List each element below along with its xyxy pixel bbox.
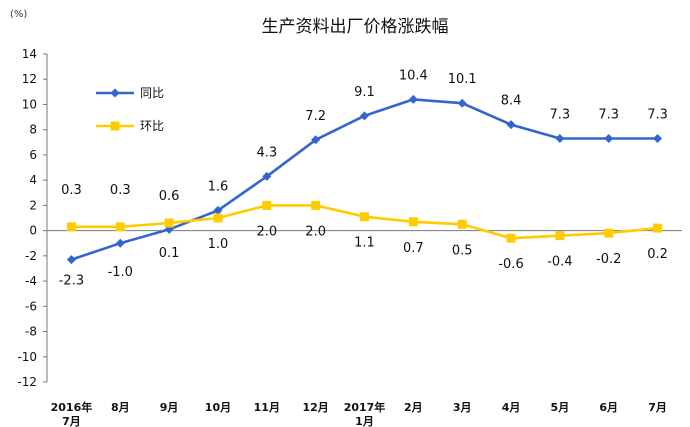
data-label: 0.2	[647, 247, 668, 262]
data-point	[555, 134, 565, 144]
y-tick-label: 2	[29, 198, 37, 212]
legend-label: 环比	[140, 119, 164, 133]
data-label: 4.3	[256, 145, 277, 160]
data-label: 8.4	[501, 94, 522, 109]
legend-marker	[110, 121, 120, 131]
data-label: 0.6	[159, 189, 180, 204]
x-tick-label: 2016年	[51, 400, 93, 414]
data-point	[408, 217, 418, 227]
data-point	[262, 171, 272, 181]
data-point	[653, 134, 663, 144]
x-tick-label: 10月	[205, 401, 231, 414]
y-tick-label: -2	[25, 249, 37, 263]
data-label: 0.5	[452, 243, 473, 258]
data-label: 0.3	[61, 183, 82, 198]
data-point	[506, 233, 516, 243]
y-tick-label: -12	[17, 375, 37, 389]
data-labels: -2.3 -1.0 0.1 1.6 4.3 7.2 9.1 10.4 10.1 8.4 7.3 7.3…	[59, 68, 668, 288]
y-tick-label: 4	[29, 173, 37, 187]
x-tick-label: 11月	[254, 401, 280, 414]
x-tick-label: 9月	[160, 401, 179, 414]
data-label: 7.2	[305, 109, 326, 124]
data-point	[457, 98, 467, 108]
x-tick-label: 8月	[111, 401, 130, 414]
data-label: -2.3	[59, 274, 84, 289]
data-label: 7.3	[550, 108, 571, 123]
data-label: 0.1	[159, 246, 180, 261]
data-point	[262, 200, 272, 210]
y-tick-label: -8	[25, 325, 37, 339]
y-tick-label: 6	[29, 148, 37, 162]
data-point	[653, 223, 663, 233]
x-tick-label: 7月	[62, 415, 81, 427]
data-point	[360, 111, 369, 121]
data-point	[604, 228, 614, 238]
data-label: -0.4	[547, 255, 572, 270]
data-point	[408, 94, 418, 104]
y-tick-label: 0	[29, 224, 37, 238]
data-point	[66, 255, 76, 265]
data-label: 0.3	[110, 183, 131, 198]
data-point	[555, 231, 565, 241]
data-point	[457, 219, 467, 229]
y-tick-label: -10	[17, 350, 37, 364]
data-label: 7.3	[598, 108, 619, 123]
data-label: 7.3	[647, 108, 668, 123]
data-label: 9.1	[354, 85, 375, 100]
data-point	[213, 205, 223, 215]
data-label: -0.2	[596, 252, 621, 267]
x-tick-label: 5月	[551, 401, 570, 414]
y-tick-label: 12	[22, 72, 37, 86]
data-point	[360, 212, 369, 222]
data-point	[311, 135, 321, 145]
y-tick-label: 10	[22, 97, 37, 111]
x-tick-label: 1月	[355, 415, 374, 427]
y-tick-label: -6	[25, 299, 37, 313]
x-tick-label: 2017年	[344, 400, 386, 414]
x-tick-label: 12月	[302, 401, 328, 414]
data-label: 2.0	[256, 224, 277, 239]
legend-label: 同比	[140, 86, 164, 100]
x-tick-label: 6月	[599, 401, 618, 414]
data-label: 10.1	[448, 72, 477, 87]
series-markers	[66, 94, 663, 265]
data-label: 10.4	[399, 68, 428, 83]
data-label: 2.0	[305, 224, 326, 239]
data-label: 1.0	[208, 237, 229, 252]
y-tick-label: 8	[29, 123, 37, 137]
chart-title: 生产资料出厂价格涨跌幅	[262, 17, 449, 37]
data-point	[604, 134, 614, 144]
data-point	[311, 200, 321, 210]
y-tick-label: -4	[25, 274, 37, 288]
data-label: -0.6	[498, 257, 523, 272]
data-label: -1.0	[108, 265, 133, 280]
x-tick-label: 3月	[453, 401, 472, 414]
data-label: 1.1	[354, 236, 375, 251]
x-tick-label: 7月	[648, 401, 667, 414]
data-label: 0.7	[403, 241, 424, 256]
x-tick-label: 2月	[404, 401, 423, 414]
data-point	[213, 213, 223, 223]
data-label: 1.6	[208, 179, 229, 194]
y-tick-label: 14	[22, 47, 37, 61]
x-tick-label: 4月	[502, 401, 521, 414]
y-axis-unit: (%)	[10, 9, 27, 20]
data-point	[164, 218, 174, 228]
data-point	[506, 120, 516, 130]
data-point	[115, 238, 125, 248]
data-point	[66, 222, 76, 232]
data-point	[115, 222, 125, 232]
legend-marker	[110, 88, 120, 98]
